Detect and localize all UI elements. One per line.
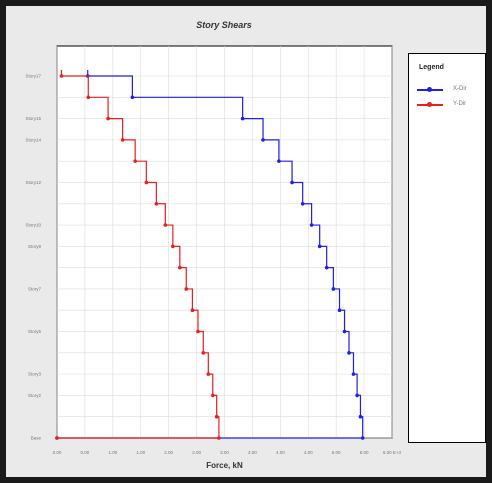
x-tick-label: 1.00 [108, 450, 117, 455]
data-point [196, 329, 200, 334]
data-point [355, 393, 359, 398]
y-tick-label: Base [31, 436, 42, 441]
x-tick-label: 2.00 [192, 450, 201, 455]
data-point [324, 265, 329, 270]
data-point [86, 95, 91, 100]
axis-ticks: 0.00 0.00 1.00 1.00 2.00 2.00 3.00 3.00 4.00 4.00… [25, 74, 401, 456]
x-tick-label: 0.00 [53, 450, 62, 455]
y-tick-label: Story12 [25, 180, 41, 185]
y-tick-label: Story17 [25, 74, 41, 79]
data-point [317, 244, 322, 249]
data-point [351, 372, 356, 376]
data-point [154, 201, 159, 206]
y-tick-label: Story14 [25, 137, 41, 142]
data-point [163, 223, 168, 227]
legend-label-y-dir: Y-Dir [453, 101, 467, 107]
legend-title: Legend [419, 64, 444, 71]
legend: Legend X-Dir Y-Dir [408, 53, 486, 443]
legend-entry-y-dir: Y-Dir [417, 101, 483, 109]
data-point [190, 308, 195, 313]
data-point [342, 329, 347, 334]
x-tick-label: 6.00 E+3 [383, 450, 402, 455]
data-point [184, 287, 189, 291]
data-point [59, 74, 64, 78]
chart-panel: Story Shears 0.00 0.00 1.00 1.00 2.00 2.00 3.0… [6, 6, 486, 477]
data-point [133, 159, 137, 163]
x-tick-label: 2.00 [164, 450, 173, 455]
y-tick-label: Story15 [25, 116, 41, 121]
y-tick-label: Story7 [28, 286, 42, 291]
data-point [290, 180, 294, 185]
y-tick-label: Story10 [25, 223, 41, 228]
x-tick-label: 3.00 [220, 450, 229, 455]
data-point [337, 308, 342, 313]
x-tick-label: 5.00 [360, 450, 369, 455]
data-point [178, 265, 182, 270]
data-point [240, 116, 245, 121]
data-point [210, 393, 215, 398]
y-tick-label: Story2 [28, 393, 42, 398]
series-lines [55, 70, 365, 440]
data-point [347, 351, 351, 355]
series-line-y-dir [57, 70, 220, 439]
data-point [360, 436, 365, 440]
data-point [130, 95, 135, 100]
data-point [300, 201, 305, 206]
data-point [106, 116, 110, 121]
data-point [214, 414, 219, 419]
data-point [217, 436, 221, 440]
data-point [206, 372, 211, 376]
data-point [120, 138, 125, 142]
data-point [201, 351, 206, 355]
data-point [331, 287, 336, 291]
data-point [144, 180, 149, 185]
plot-area: 0.00 0.00 1.00 1.00 2.00 2.00 3.00 3.00 4.00 4.00… [25, 45, 402, 456]
x-tick-label: 5.00 [332, 450, 341, 455]
data-point [309, 223, 314, 227]
y-tick-label: Story5 [28, 329, 42, 334]
series-line-x-dir [57, 70, 364, 439]
x-tick-label: 3.00 [248, 450, 257, 455]
legend-entry-x-dir: X-Dir [417, 86, 483, 94]
chart-title: Story Shears [196, 20, 252, 30]
y-tick-label: Story3 [28, 372, 42, 377]
data-point [55, 436, 59, 440]
data-point [277, 159, 281, 163]
x-tick-label: 1.00 [136, 450, 145, 455]
x-tick-label: 4.00 [304, 450, 313, 455]
x-tick-label: 4.00 [276, 450, 285, 455]
x-tick-label: 0.00 [81, 450, 90, 455]
data-point [261, 138, 265, 142]
legend-marker-x-dir [427, 87, 432, 92]
legend-label-x-dir: X-Dir [453, 86, 467, 92]
data-point [358, 414, 363, 419]
data-point [171, 244, 175, 249]
legend-marker-y-dir [427, 102, 432, 107]
x-axis-label: Force, kN [206, 461, 243, 470]
y-tick-label: Story9 [28, 244, 42, 249]
